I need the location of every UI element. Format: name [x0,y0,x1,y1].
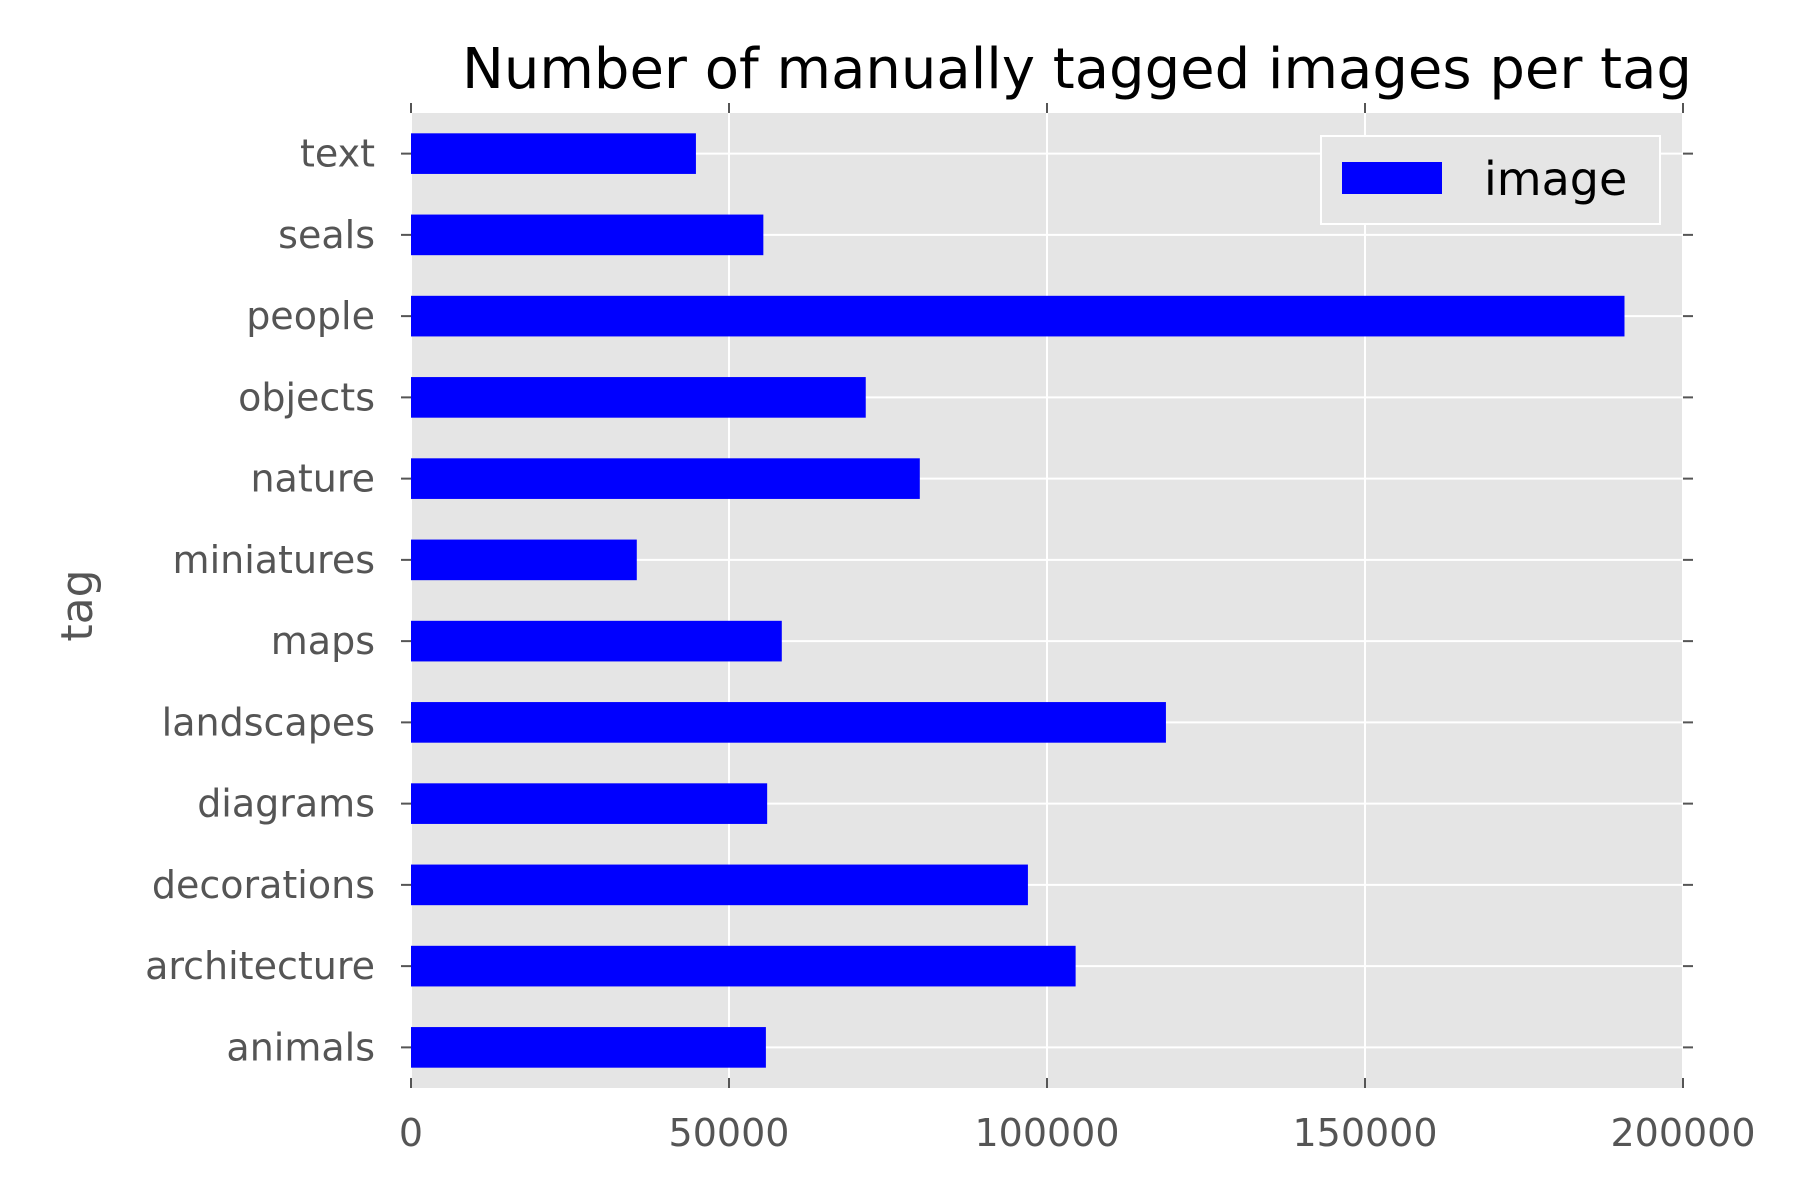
bar-miniatures [411,539,637,581]
y-tick-label: miniatures [173,538,375,582]
legend-swatch [1342,162,1442,194]
bar-maps [411,620,782,662]
chart-title: Number of manually tagged images per tag [462,37,1692,102]
bar-text [411,133,696,174]
y-tick-label: seals [278,213,375,257]
y-tick-label: people [246,294,375,338]
bar-people [411,295,1625,337]
bar-animals [411,1027,766,1068]
legend: image [1320,135,1661,225]
y-axis-label: tag [52,569,103,641]
x-tick-label: 200000 [1610,1111,1755,1155]
bar-nature [411,458,920,499]
y-tick-label: architecture [145,944,375,988]
y-tick-label: objects [238,375,375,419]
bar-diagrams [411,783,768,824]
y-tick-label: decorations [152,863,375,907]
legend-label: image [1484,152,1627,206]
y-tick-label: nature [250,457,375,501]
x-tick-label: 0 [399,1111,423,1155]
bar-objects [411,377,866,418]
x-tick-label: 50000 [669,1111,790,1155]
ticks: 0 50000 100000 150000 200000 animals architect… [145,103,1756,1155]
y-tick-label: landscapes [162,700,375,744]
y-tick-label: maps [271,619,375,663]
bar-landscapes [411,702,1166,743]
y-tick-label: text [300,132,375,176]
x-tick-label: 150000 [1292,1111,1437,1155]
bars [411,133,1625,1068]
x-tick-label: 100000 [974,1111,1119,1155]
bar-seals [411,214,764,256]
bar-architecture [411,945,1076,987]
bar-decorations [411,864,1028,906]
y-tick-label: animals [226,1025,375,1069]
y-tick-label: diagrams [197,782,375,826]
